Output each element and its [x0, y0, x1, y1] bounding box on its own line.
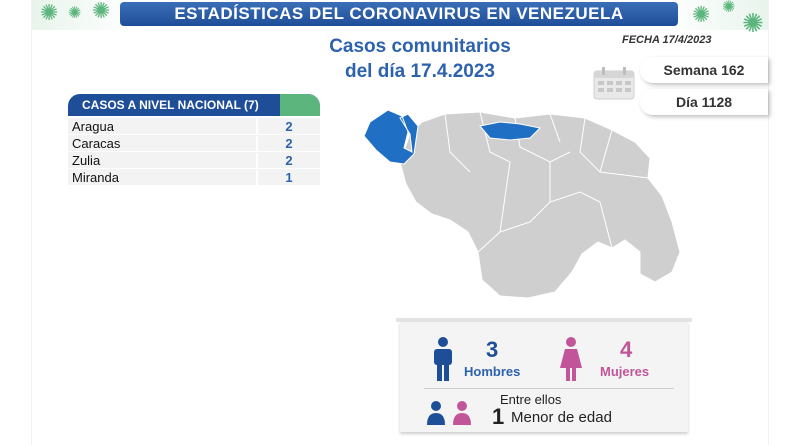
table-row: Aragua 2 — [68, 118, 320, 135]
woman-icon — [560, 337, 582, 381]
state-name: Aragua — [72, 119, 114, 134]
title-bar: ESTADÍSTICAS DEL CORONAVIRUS EN VENEZUEL… — [120, 2, 678, 26]
table-row: Caracas 2 — [68, 135, 320, 152]
state-value: 2 — [256, 153, 320, 169]
virus-icon: ✺ — [68, 5, 82, 22]
calendar-icon — [593, 67, 635, 100]
national-cases-title: CASOS A NIVEL NACIONAL (7) — [82, 98, 259, 112]
women-label: Mujeres — [600, 364, 650, 379]
entre-ellos-label: Entre ellos — [500, 392, 562, 407]
day-badge: Día 1128 — [640, 89, 768, 115]
stats-divider — [424, 388, 674, 389]
venezuela-map — [363, 109, 681, 299]
minor-count: 1 — [492, 404, 505, 429]
minor-label: Menor de edad — [511, 409, 612, 426]
virus-icon: ✺ — [722, 0, 736, 16]
men-label: Hombres — [464, 364, 521, 379]
man-icon — [434, 337, 452, 381]
page-title: ESTADÍSTICAS DEL CORONAVIRUS EN VENEZUEL… — [174, 4, 624, 23]
state-name: Caracas — [72, 136, 121, 151]
national-cases-header: CASOS A NIVEL NACIONAL (7) — [68, 94, 320, 116]
map-state-borders — [444, 111, 649, 253]
map-state-aragua-caracas-miranda — [479, 121, 542, 141]
subtitle-line-2: del día 17.4.2023 — [345, 61, 495, 82]
map-state-zulia — [363, 109, 419, 165]
stats-top-bar — [396, 318, 692, 322]
virus-icon: ✺ — [40, 0, 59, 25]
children-icon — [427, 401, 471, 425]
virus-icon: ✺ — [692, 2, 711, 27]
state-name: Miranda — [72, 170, 119, 185]
men-count: 3 — [486, 337, 499, 362]
state-value: 2 — [256, 136, 320, 152]
map-country — [399, 111, 681, 299]
date-label: FECHA 17/4/2023 — [622, 34, 712, 46]
table-row: Miranda 1 — [68, 169, 320, 186]
subtitle-line-1: Casos comunitarios — [329, 36, 511, 57]
subtitle: Casos comunitarios del día 17.4.2023 — [300, 34, 540, 84]
state-name: Zulia — [72, 153, 101, 168]
women-count: 4 — [620, 337, 633, 362]
state-value: 2 — [256, 119, 320, 135]
virus-icon: ✺ — [742, 8, 764, 38]
virus-icon: ✺ — [92, 0, 111, 23]
week-badge: Semana 162 — [640, 57, 768, 83]
state-value: 1 — [256, 170, 320, 186]
table-row: Zulia 2 — [68, 152, 320, 169]
